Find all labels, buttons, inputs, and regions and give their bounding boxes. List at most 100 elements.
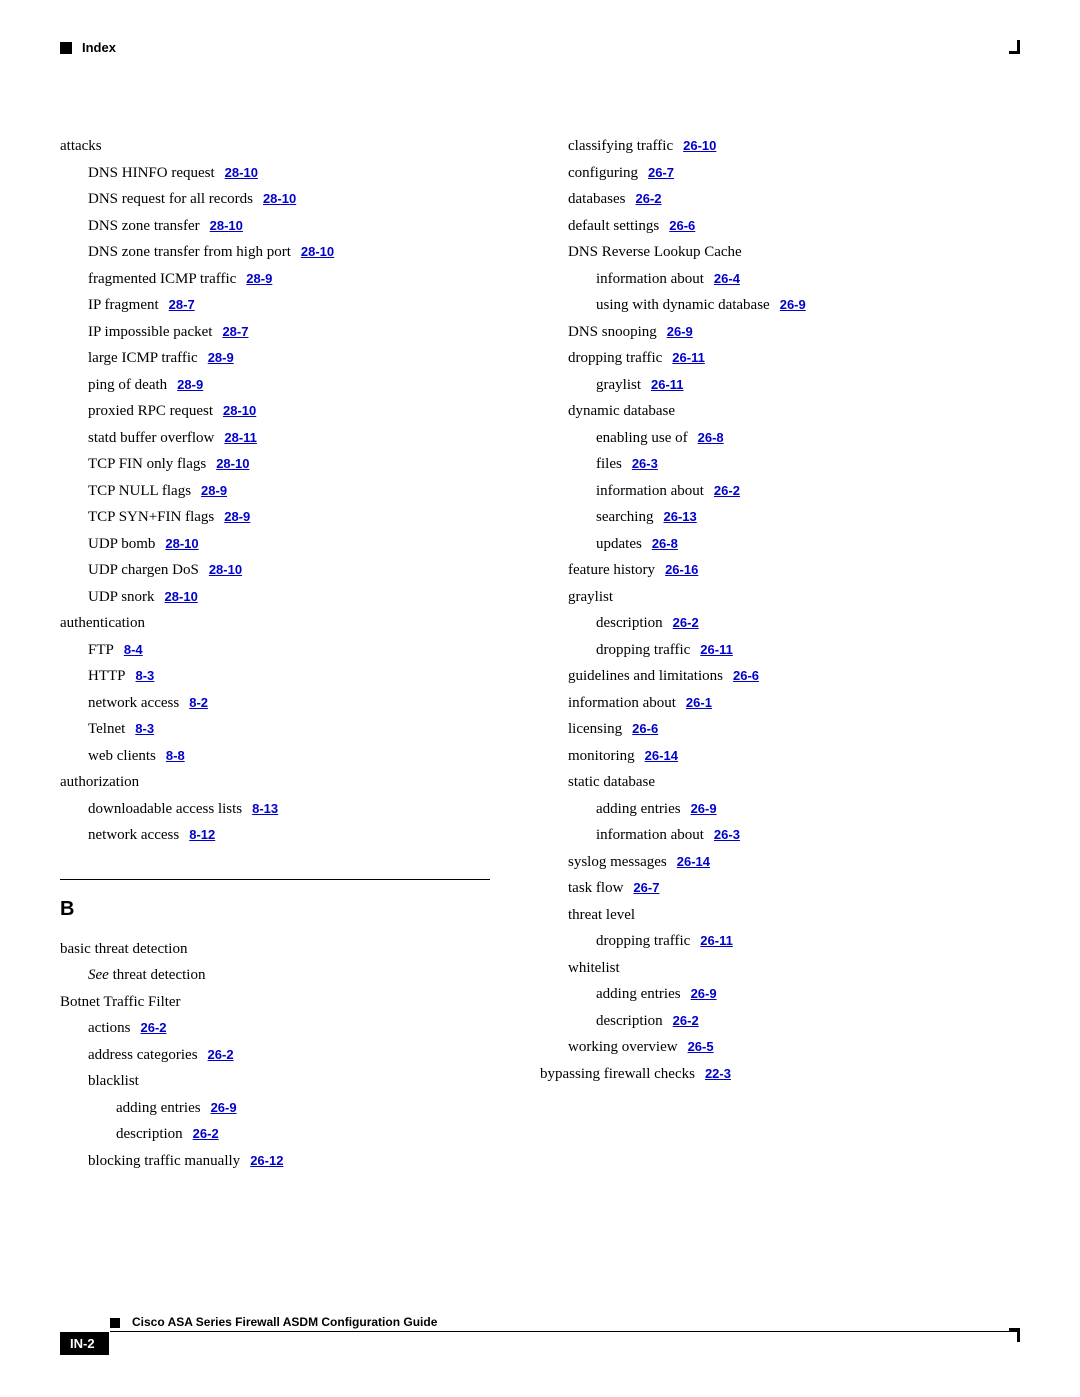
page-reference-link[interactable]: 26-2 xyxy=(208,1047,234,1062)
index-entry-text: statd buffer overflow xyxy=(88,430,214,446)
page-reference-link[interactable]: 8-4 xyxy=(124,642,143,657)
page-reference-link[interactable]: 26-13 xyxy=(663,509,696,524)
index-entry: graylist xyxy=(540,585,970,611)
index-entry: DNS Reverse Lookup Cache xyxy=(540,240,970,266)
page-reference-link[interactable]: 26-7 xyxy=(633,880,659,895)
page-reference-link[interactable]: 26-14 xyxy=(645,748,678,763)
index-entry-text: web clients xyxy=(88,748,156,764)
page-reference-link[interactable]: 22-3 xyxy=(705,1066,731,1081)
page-reference-link[interactable]: 26-2 xyxy=(635,191,661,206)
page-reference-link[interactable]: 28-9 xyxy=(246,271,272,286)
index-entry-text: graylist xyxy=(596,377,641,393)
page-reference-link[interactable]: 8-13 xyxy=(252,801,278,816)
index-entry: adding entries26-9 xyxy=(540,982,970,1008)
index-entry: blacklist xyxy=(60,1069,490,1095)
page-reference-link[interactable]: 28-9 xyxy=(208,350,234,365)
page-reference-link[interactable]: 28-7 xyxy=(222,324,248,339)
page-reference-link[interactable]: 8-3 xyxy=(135,721,154,736)
page-reference-link[interactable]: 26-9 xyxy=(667,324,693,339)
page-reference-link[interactable]: 28-10 xyxy=(165,589,198,604)
see-prefix: See xyxy=(88,967,109,983)
right-column: classifying traffic26-10configuring26-7d… xyxy=(540,133,970,1175)
page-reference-link[interactable]: 26-2 xyxy=(193,1126,219,1141)
index-entry: DNS snooping 26-9 xyxy=(540,320,970,346)
index-entry: dropping traffic26-11 xyxy=(540,638,970,664)
page-reference-link[interactable]: 26-6 xyxy=(669,218,695,233)
page-reference-link[interactable]: 26-2 xyxy=(141,1020,167,1035)
page-reference-link[interactable]: 28-10 xyxy=(263,191,296,206)
index-entry: working overview 26-5 xyxy=(540,1035,970,1061)
index-entry: DNS request for all records28-10 xyxy=(60,187,490,213)
page-reference-link[interactable]: 28-9 xyxy=(201,483,227,498)
page-reference-link[interactable]: 26-9 xyxy=(211,1100,237,1115)
index-entry-text: guidelines and limitations xyxy=(568,668,723,684)
index-entry: description26-2 xyxy=(540,1009,970,1035)
page-reference-link[interactable]: 28-10 xyxy=(301,244,334,259)
page-reference-link[interactable]: 28-11 xyxy=(224,430,257,445)
index-entry: TCP NULL flags28-9 xyxy=(60,479,490,505)
page-reference-link[interactable]: 26-9 xyxy=(691,801,717,816)
page-reference-link[interactable]: 26-5 xyxy=(688,1039,714,1054)
page-reference-link[interactable]: 28-10 xyxy=(223,403,256,418)
index-entry: information about26-2 xyxy=(540,479,970,505)
index-entry: default settings26-6 xyxy=(540,214,970,240)
index-entry: proxied RPC request28-10 xyxy=(60,399,490,425)
footer-title: Cisco ASA Series Firewall ASDM Configura… xyxy=(132,1315,437,1329)
page-reference-link[interactable]: 8-12 xyxy=(189,827,215,842)
index-entry-text: threat level xyxy=(568,907,635,923)
index-entry-text: network access xyxy=(88,827,179,843)
index-entry: task flow 26-7 xyxy=(540,876,970,902)
page-reference-link[interactable]: 26-4 xyxy=(714,271,740,286)
page-reference-link[interactable]: 28-10 xyxy=(225,165,258,180)
page-reference-link[interactable]: 8-3 xyxy=(136,668,155,683)
page-reference-link[interactable]: 26-16 xyxy=(665,562,698,577)
index-entry: description26-2 xyxy=(60,1122,490,1148)
index-entry-text: attacks xyxy=(60,138,102,154)
index-entry-text: bypassing firewall checks xyxy=(540,1066,695,1082)
crop-mark-bottom xyxy=(1009,1328,1020,1342)
page-reference-link[interactable]: 28-10 xyxy=(165,536,198,551)
page-reference-link[interactable]: 26-11 xyxy=(651,377,684,392)
page-reference-link[interactable]: 26-3 xyxy=(632,456,658,471)
index-entry-text: task flow xyxy=(568,880,623,896)
page-reference-link[interactable]: 26-6 xyxy=(632,721,658,736)
page-reference-link[interactable]: 8-2 xyxy=(189,695,208,710)
page-reference-link[interactable]: 28-9 xyxy=(224,509,250,524)
page-reference-link[interactable]: 26-2 xyxy=(673,1013,699,1028)
page-reference-link[interactable]: 26-9 xyxy=(780,297,806,312)
page-reference-link[interactable]: 28-10 xyxy=(210,218,243,233)
index-entry-text: files xyxy=(596,456,622,472)
index-entry: address categories26-2 xyxy=(60,1043,490,1069)
page-reference-link[interactable]: 26-2 xyxy=(673,615,699,630)
index-entry: searching26-13 xyxy=(540,505,970,531)
index-entry: files 26-3 xyxy=(540,452,970,478)
page-reference-link[interactable]: 26-11 xyxy=(700,642,733,657)
page-reference-link[interactable]: 26-9 xyxy=(691,986,717,1001)
index-entry: large ICMP traffic28-9 xyxy=(60,346,490,372)
page-reference-link[interactable]: 26-10 xyxy=(683,138,716,153)
page-reference-link[interactable]: 28-7 xyxy=(169,297,195,312)
page-reference-link[interactable]: 26-3 xyxy=(714,827,740,842)
page-reference-link[interactable]: 8-8 xyxy=(166,748,185,763)
page-reference-link[interactable]: 28-9 xyxy=(177,377,203,392)
page-reference-link[interactable]: 26-8 xyxy=(698,430,724,445)
page-reference-link[interactable]: 26-12 xyxy=(250,1153,283,1168)
index-entry-text: Botnet Traffic Filter xyxy=(60,994,181,1010)
page-reference-link[interactable]: 26-11 xyxy=(700,933,733,948)
page-reference-link[interactable]: 28-10 xyxy=(216,456,249,471)
page-reference-link[interactable]: 26-1 xyxy=(686,695,712,710)
index-entry-text: working overview xyxy=(568,1039,678,1055)
index-entry-text: syslog messages xyxy=(568,854,667,870)
index-entry-text: dropping traffic xyxy=(568,350,662,366)
index-entry-text: DNS snooping xyxy=(568,324,657,340)
page-reference-link[interactable]: 26-7 xyxy=(648,165,674,180)
page-reference-link[interactable]: 28-10 xyxy=(209,562,242,577)
page-reference-link[interactable]: 26-8 xyxy=(652,536,678,551)
page-reference-link[interactable]: 26-14 xyxy=(677,854,710,869)
index-entry: information about26-4 xyxy=(540,267,970,293)
index-entry: Telnet8-3 xyxy=(60,717,490,743)
index-entry-text: feature history xyxy=(568,562,655,578)
page-reference-link[interactable]: 26-6 xyxy=(733,668,759,683)
page-reference-link[interactable]: 26-11 xyxy=(672,350,705,365)
page-reference-link[interactable]: 26-2 xyxy=(714,483,740,498)
